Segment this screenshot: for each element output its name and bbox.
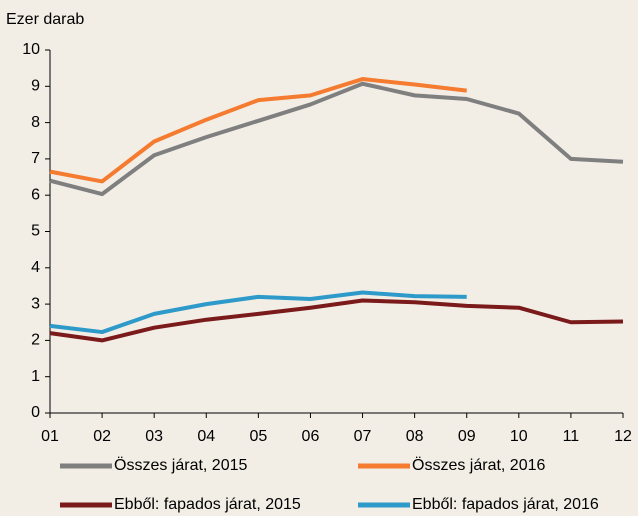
x-tick-label: 01: [41, 428, 59, 445]
x-tick-label: 11: [563, 428, 580, 445]
series-line: [49, 290, 467, 335]
y-axis-label: Ezer darab: [6, 11, 84, 28]
x-tick-label: 10: [510, 428, 528, 445]
x-tick-label: 08: [406, 428, 424, 445]
y-tick-label: 1: [31, 368, 40, 385]
x-tick-label: 06: [302, 428, 320, 445]
y-tick-label: 6: [31, 186, 40, 203]
y-tick-label: 10: [22, 41, 40, 58]
series-line: [49, 77, 467, 184]
y-tick-label: 4: [31, 259, 40, 276]
y-tick-label: 5: [31, 223, 40, 240]
y-tick-label: 3: [31, 295, 40, 312]
x-tick-label: 07: [354, 428, 372, 445]
series-line: [49, 81, 624, 197]
y-tick-label: 7: [31, 150, 40, 167]
legend-label: Összes járat, 2016: [412, 456, 546, 474]
y-tick-label: 9: [31, 78, 40, 95]
y-tick-label: 0: [31, 404, 40, 421]
y-tick-label: 8: [31, 114, 40, 131]
legend-label: Ebből: fapados járat, 2015: [114, 496, 301, 513]
x-tick-label: 05: [249, 428, 267, 445]
legend-label: Összes járat, 2015: [114, 456, 248, 474]
x-tick-label: 04: [197, 428, 215, 445]
legend-label: Ebből: fapados járat, 2016: [412, 496, 599, 513]
y-tick-label: 2: [31, 332, 40, 349]
series-line: [49, 298, 624, 343]
x-tick-label: 03: [145, 428, 163, 445]
x-tick-label: 09: [458, 428, 476, 445]
x-tick-label: 02: [93, 428, 111, 445]
x-tick-label: 12: [614, 428, 632, 445]
